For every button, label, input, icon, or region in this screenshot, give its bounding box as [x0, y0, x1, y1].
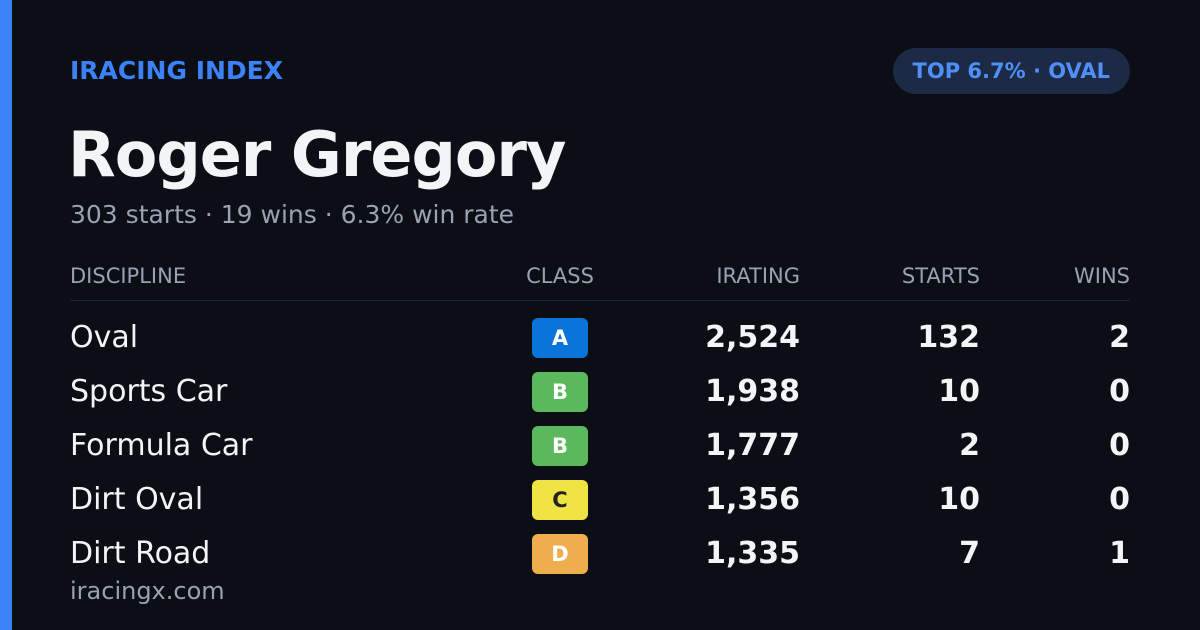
- class-badge: A: [532, 318, 588, 358]
- column-header: STARTS: [901, 264, 980, 288]
- discipline: Dirt Road: [70, 536, 211, 571]
- stat: 1,356: [705, 482, 800, 517]
- accent-bar: [0, 0, 12, 630]
- stat: 1,335: [705, 536, 800, 571]
- class-badge: B: [532, 372, 588, 412]
- player-name: Roger Gregory: [68, 118, 566, 191]
- stat: 1,777: [705, 428, 800, 463]
- stat: 2: [959, 428, 980, 463]
- stat: 0: [1109, 374, 1130, 409]
- stat: 132: [917, 320, 980, 355]
- rank-badge: TOP 6.7% · OVAL: [892, 48, 1130, 94]
- stat: 2,524: [705, 320, 800, 355]
- brand: IRACING INDEX: [70, 56, 284, 85]
- stat: 0: [1109, 482, 1130, 517]
- class-badge: C: [532, 480, 588, 520]
- stat: 2: [1109, 320, 1130, 355]
- column-header: WINS: [1074, 264, 1130, 288]
- discipline: Sports Car: [70, 374, 228, 409]
- discipline: Formula Car: [70, 428, 253, 463]
- stat: 10: [938, 482, 980, 517]
- discipline: Dirt Oval: [70, 482, 204, 517]
- class-badge: B: [532, 426, 588, 466]
- column-header: CLASS: [526, 264, 594, 288]
- class-badge: D: [532, 534, 588, 574]
- discipline: Oval: [70, 320, 139, 355]
- column-header: IRATING: [716, 264, 800, 288]
- header-divider: [70, 300, 1130, 301]
- column-header: DISCIPLINE: [70, 264, 187, 288]
- stat: 1: [1109, 536, 1130, 571]
- stat: 7: [959, 536, 980, 571]
- footer: iracingx.com: [70, 577, 225, 605]
- stat: 10: [938, 374, 980, 409]
- stat: 0: [1109, 428, 1130, 463]
- stat: 1,938: [705, 374, 800, 409]
- player-summary: 303 starts · 19 wins · 6.3% win rate: [70, 200, 515, 229]
